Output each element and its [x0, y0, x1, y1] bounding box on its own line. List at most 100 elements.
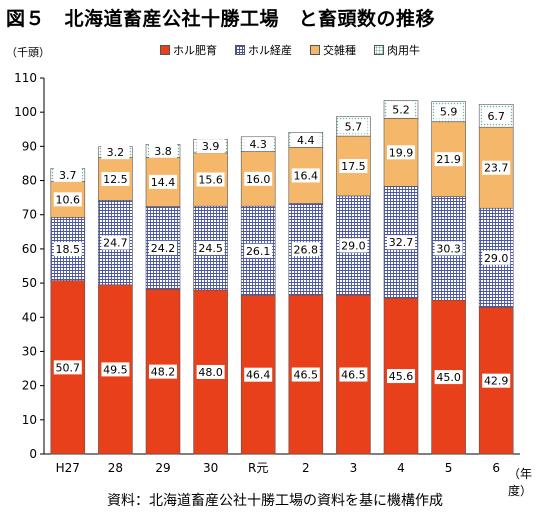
- data-label-bg: [482, 108, 511, 123]
- y-tick-label: 100: [14, 105, 37, 119]
- data-label-bg: [196, 139, 225, 154]
- y-tick-label: 40: [22, 310, 37, 324]
- data-label-beef-cattle: 3.2: [107, 146, 125, 159]
- data-label-holstein-cross: 32.7: [389, 236, 414, 249]
- data-label-bg: [387, 369, 415, 384]
- data-label-bg: [53, 242, 82, 257]
- data-label-bg: [196, 241, 225, 256]
- x-tick-label: 4: [397, 461, 405, 475]
- data-label-bg: [434, 241, 463, 256]
- y-tick-label: 50: [22, 276, 37, 290]
- data-label-crossbred: 14.4: [151, 176, 176, 189]
- data-label-bg: [339, 159, 368, 174]
- y-axis-unit: （千頭）: [6, 46, 50, 59]
- data-label-beef-cattle: 3.7: [59, 169, 77, 182]
- data-label-bg: [149, 174, 177, 189]
- y-tick-label: 110: [14, 71, 37, 85]
- legend-label-holstein-cross: ホル経産: [248, 44, 292, 57]
- legend-label-holstein-beef: ホル肥育: [173, 44, 217, 57]
- x-tick-label: R元: [248, 461, 268, 475]
- data-label-bg: [434, 152, 463, 167]
- data-label-beef-cattle: 5.2: [392, 103, 410, 116]
- data-label-bg: [339, 367, 368, 382]
- data-label-bg: [482, 160, 511, 175]
- legend-item-holstein-cross: ホル経産: [235, 42, 292, 58]
- y-tick-label: 80: [22, 174, 37, 188]
- data-label-bg: [387, 235, 415, 250]
- data-label-holstein-cross: 24.5: [198, 242, 223, 255]
- data-label-holstein-beef: 46.5: [294, 369, 319, 382]
- legend-label-crossbred: 交雑種: [323, 44, 356, 57]
- y-tick-label: 0: [29, 447, 37, 461]
- legend-swatch-crossbred: [310, 45, 320, 55]
- legend-swatch-beef-cattle: [374, 45, 384, 55]
- data-label-holstein-cross: 26.1: [246, 245, 271, 258]
- data-label-holstein-cross: 29.0: [341, 239, 366, 252]
- y-tick-label: 10: [22, 413, 37, 427]
- data-label-holstein-beef: 45.6: [389, 370, 414, 383]
- data-label-crossbred: 21.9: [436, 153, 461, 166]
- data-label-bg: [101, 172, 130, 187]
- data-label-beef-cattle: 5.9: [440, 106, 458, 119]
- data-label-beef-cattle: 4.3: [249, 138, 267, 151]
- data-label-bg: [244, 367, 273, 382]
- legend-label-beef-cattle: 肉用牛: [387, 44, 420, 57]
- data-label-crossbred: 10.6: [56, 193, 81, 206]
- data-label-holstein-cross: 24.2: [151, 242, 176, 255]
- data-label-beef-cattle: 3.9: [202, 140, 220, 153]
- legend-item-holstein-beef: ホル肥育: [160, 42, 217, 58]
- data-label-holstein-beef: 48.2: [151, 366, 176, 379]
- data-label-beef-cattle: 4.4: [297, 134, 315, 147]
- data-label-bg: [149, 364, 177, 379]
- data-label-bg: [101, 145, 130, 160]
- data-label-bg: [482, 250, 511, 265]
- data-label-holstein-cross: 26.8: [294, 243, 319, 256]
- data-label-bg: [244, 137, 273, 152]
- x-tick-label: 2: [302, 461, 310, 475]
- data-label-bg: [196, 364, 225, 379]
- data-label-bg: [101, 362, 130, 377]
- data-label-bg: [291, 168, 320, 183]
- data-label-beef-cattle: 6.7: [487, 110, 505, 123]
- data-label-bg: [339, 119, 368, 134]
- x-tick-label: H27: [56, 461, 80, 475]
- data-label-bg: [53, 360, 82, 375]
- data-label-crossbred: 17.5: [341, 160, 366, 173]
- data-label-bg: [244, 171, 273, 186]
- y-tick-label: 70: [22, 208, 37, 222]
- data-label-beef-cattle: 3.8: [154, 145, 172, 158]
- data-label-holstein-beef: 46.4: [246, 369, 271, 382]
- data-label-holstein-beef: 42.9: [484, 375, 509, 388]
- data-label-crossbred: 15.6: [198, 174, 223, 187]
- data-label-bg: [196, 172, 225, 187]
- legend-swatch-holstein-beef: [160, 45, 170, 55]
- data-label-holstein-beef: 46.5: [341, 369, 366, 382]
- x-tick-label: 5: [445, 461, 453, 475]
- data-label-bg: [53, 192, 82, 207]
- data-label-bg: [482, 373, 511, 388]
- data-label-holstein-beef: 48.0: [198, 366, 223, 379]
- legend: ホル肥育 ホル経産 交雑種 肉用牛: [160, 42, 420, 58]
- x-tick-label: 6: [492, 461, 500, 475]
- data-label-bg: [387, 102, 415, 117]
- data-label-holstein-beef: 49.5: [103, 363, 128, 376]
- x-axis-unit: （年度）: [508, 467, 533, 498]
- data-label-bg: [434, 104, 463, 119]
- source-note: 資料：北海道畜産公社十勝工場の資料を基に機構作成: [107, 493, 443, 509]
- data-label-holstein-beef: 50.7: [56, 361, 81, 374]
- data-label-crossbred: 16.4: [294, 169, 319, 182]
- data-label-bg: [339, 238, 368, 253]
- data-label-holstein-cross: 18.5: [56, 243, 81, 256]
- y-tick-label: 20: [22, 379, 37, 393]
- y-tick-label: 90: [22, 139, 37, 153]
- data-label-crossbred: 19.9: [389, 146, 414, 159]
- y-tick-label: 30: [22, 344, 37, 358]
- data-label-crossbred: 23.7: [484, 162, 509, 175]
- data-label-bg: [291, 132, 320, 147]
- data-label-bg: [244, 243, 273, 258]
- legend-item-beef-cattle: 肉用牛: [374, 42, 420, 58]
- data-label-bg: [291, 242, 320, 257]
- data-label-bg: [149, 143, 177, 158]
- legend-swatch-holstein-cross: [235, 45, 245, 55]
